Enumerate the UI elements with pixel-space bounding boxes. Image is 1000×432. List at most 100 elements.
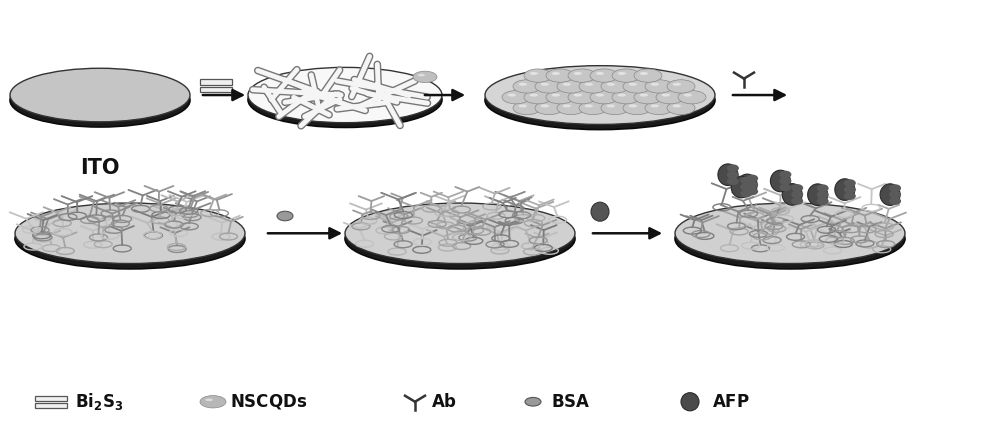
Text: $\mathbf{AFP}$: $\mathbf{AFP}$ [712, 393, 750, 411]
Text: $\mathbf{NSCQDs}$: $\mathbf{NSCQDs}$ [230, 392, 307, 411]
Ellipse shape [530, 94, 538, 97]
Ellipse shape [563, 105, 571, 108]
Ellipse shape [590, 91, 618, 104]
Ellipse shape [844, 192, 856, 200]
Ellipse shape [779, 171, 791, 178]
Ellipse shape [546, 91, 574, 104]
Ellipse shape [791, 184, 803, 192]
Ellipse shape [277, 211, 293, 221]
Ellipse shape [513, 80, 541, 93]
Ellipse shape [601, 102, 629, 114]
Ellipse shape [15, 209, 245, 269]
Ellipse shape [675, 203, 905, 264]
Ellipse shape [574, 72, 582, 75]
Ellipse shape [513, 102, 541, 114]
Ellipse shape [645, 102, 673, 114]
Ellipse shape [485, 66, 715, 124]
Ellipse shape [618, 72, 626, 75]
Ellipse shape [731, 176, 751, 198]
Ellipse shape [535, 102, 563, 114]
Ellipse shape [519, 105, 527, 108]
Ellipse shape [667, 102, 695, 114]
Ellipse shape [681, 393, 699, 411]
Ellipse shape [667, 80, 695, 93]
Ellipse shape [662, 94, 670, 97]
Ellipse shape [485, 71, 715, 130]
Ellipse shape [779, 184, 791, 191]
Ellipse shape [345, 203, 575, 264]
Ellipse shape [607, 83, 615, 86]
Ellipse shape [568, 69, 596, 82]
Ellipse shape [634, 69, 662, 82]
Ellipse shape [629, 105, 637, 108]
Ellipse shape [557, 102, 585, 114]
Ellipse shape [746, 181, 758, 189]
Ellipse shape [740, 177, 752, 184]
Ellipse shape [205, 398, 213, 401]
Ellipse shape [651, 105, 659, 108]
Ellipse shape [590, 69, 618, 82]
Text: $\mathbf{BSA}$: $\mathbf{BSA}$ [551, 393, 590, 411]
Ellipse shape [618, 94, 626, 97]
Ellipse shape [880, 184, 900, 205]
Ellipse shape [740, 190, 752, 197]
Ellipse shape [345, 209, 575, 269]
Ellipse shape [746, 187, 758, 195]
Ellipse shape [601, 80, 629, 93]
Ellipse shape [656, 91, 684, 104]
Ellipse shape [817, 184, 829, 192]
Ellipse shape [15, 203, 245, 264]
Ellipse shape [557, 80, 585, 93]
Ellipse shape [248, 67, 442, 123]
Ellipse shape [640, 72, 648, 75]
Ellipse shape [673, 105, 681, 108]
Ellipse shape [727, 164, 739, 172]
Ellipse shape [574, 94, 582, 97]
Ellipse shape [808, 184, 828, 206]
Ellipse shape [546, 69, 574, 82]
Ellipse shape [684, 94, 692, 97]
Ellipse shape [623, 80, 651, 93]
Text: ITO: ITO [80, 159, 120, 178]
Ellipse shape [585, 105, 593, 108]
Ellipse shape [541, 83, 549, 86]
Bar [200, 79, 232, 85]
Ellipse shape [740, 183, 752, 191]
Ellipse shape [673, 83, 681, 86]
Ellipse shape [248, 72, 442, 127]
Ellipse shape [579, 102, 607, 114]
Ellipse shape [779, 177, 791, 185]
Ellipse shape [563, 83, 571, 86]
Ellipse shape [675, 209, 905, 269]
Ellipse shape [612, 91, 640, 104]
Ellipse shape [889, 184, 901, 192]
Bar [200, 87, 232, 92]
Ellipse shape [737, 174, 757, 196]
Ellipse shape [612, 69, 640, 82]
Ellipse shape [844, 186, 856, 194]
Ellipse shape [530, 72, 538, 75]
Ellipse shape [746, 175, 758, 182]
Ellipse shape [791, 191, 803, 198]
Ellipse shape [817, 197, 829, 205]
Text: $\mathbf{Ab}$: $\mathbf{Ab}$ [431, 393, 457, 411]
Ellipse shape [568, 91, 596, 104]
Ellipse shape [727, 171, 739, 178]
Bar [35, 396, 67, 401]
Ellipse shape [10, 68, 190, 122]
Ellipse shape [502, 91, 530, 104]
Ellipse shape [418, 74, 425, 76]
Ellipse shape [541, 105, 549, 108]
Bar [35, 403, 67, 408]
Ellipse shape [791, 197, 803, 205]
Ellipse shape [629, 83, 637, 86]
Text: $\mathbf{Bi_2S_3}$: $\mathbf{Bi_2S_3}$ [75, 391, 123, 412]
Ellipse shape [579, 80, 607, 93]
Ellipse shape [524, 91, 552, 104]
Ellipse shape [782, 184, 802, 205]
Ellipse shape [200, 396, 226, 408]
Ellipse shape [535, 80, 563, 93]
Ellipse shape [770, 170, 790, 192]
Ellipse shape [552, 72, 560, 75]
Ellipse shape [519, 83, 527, 86]
